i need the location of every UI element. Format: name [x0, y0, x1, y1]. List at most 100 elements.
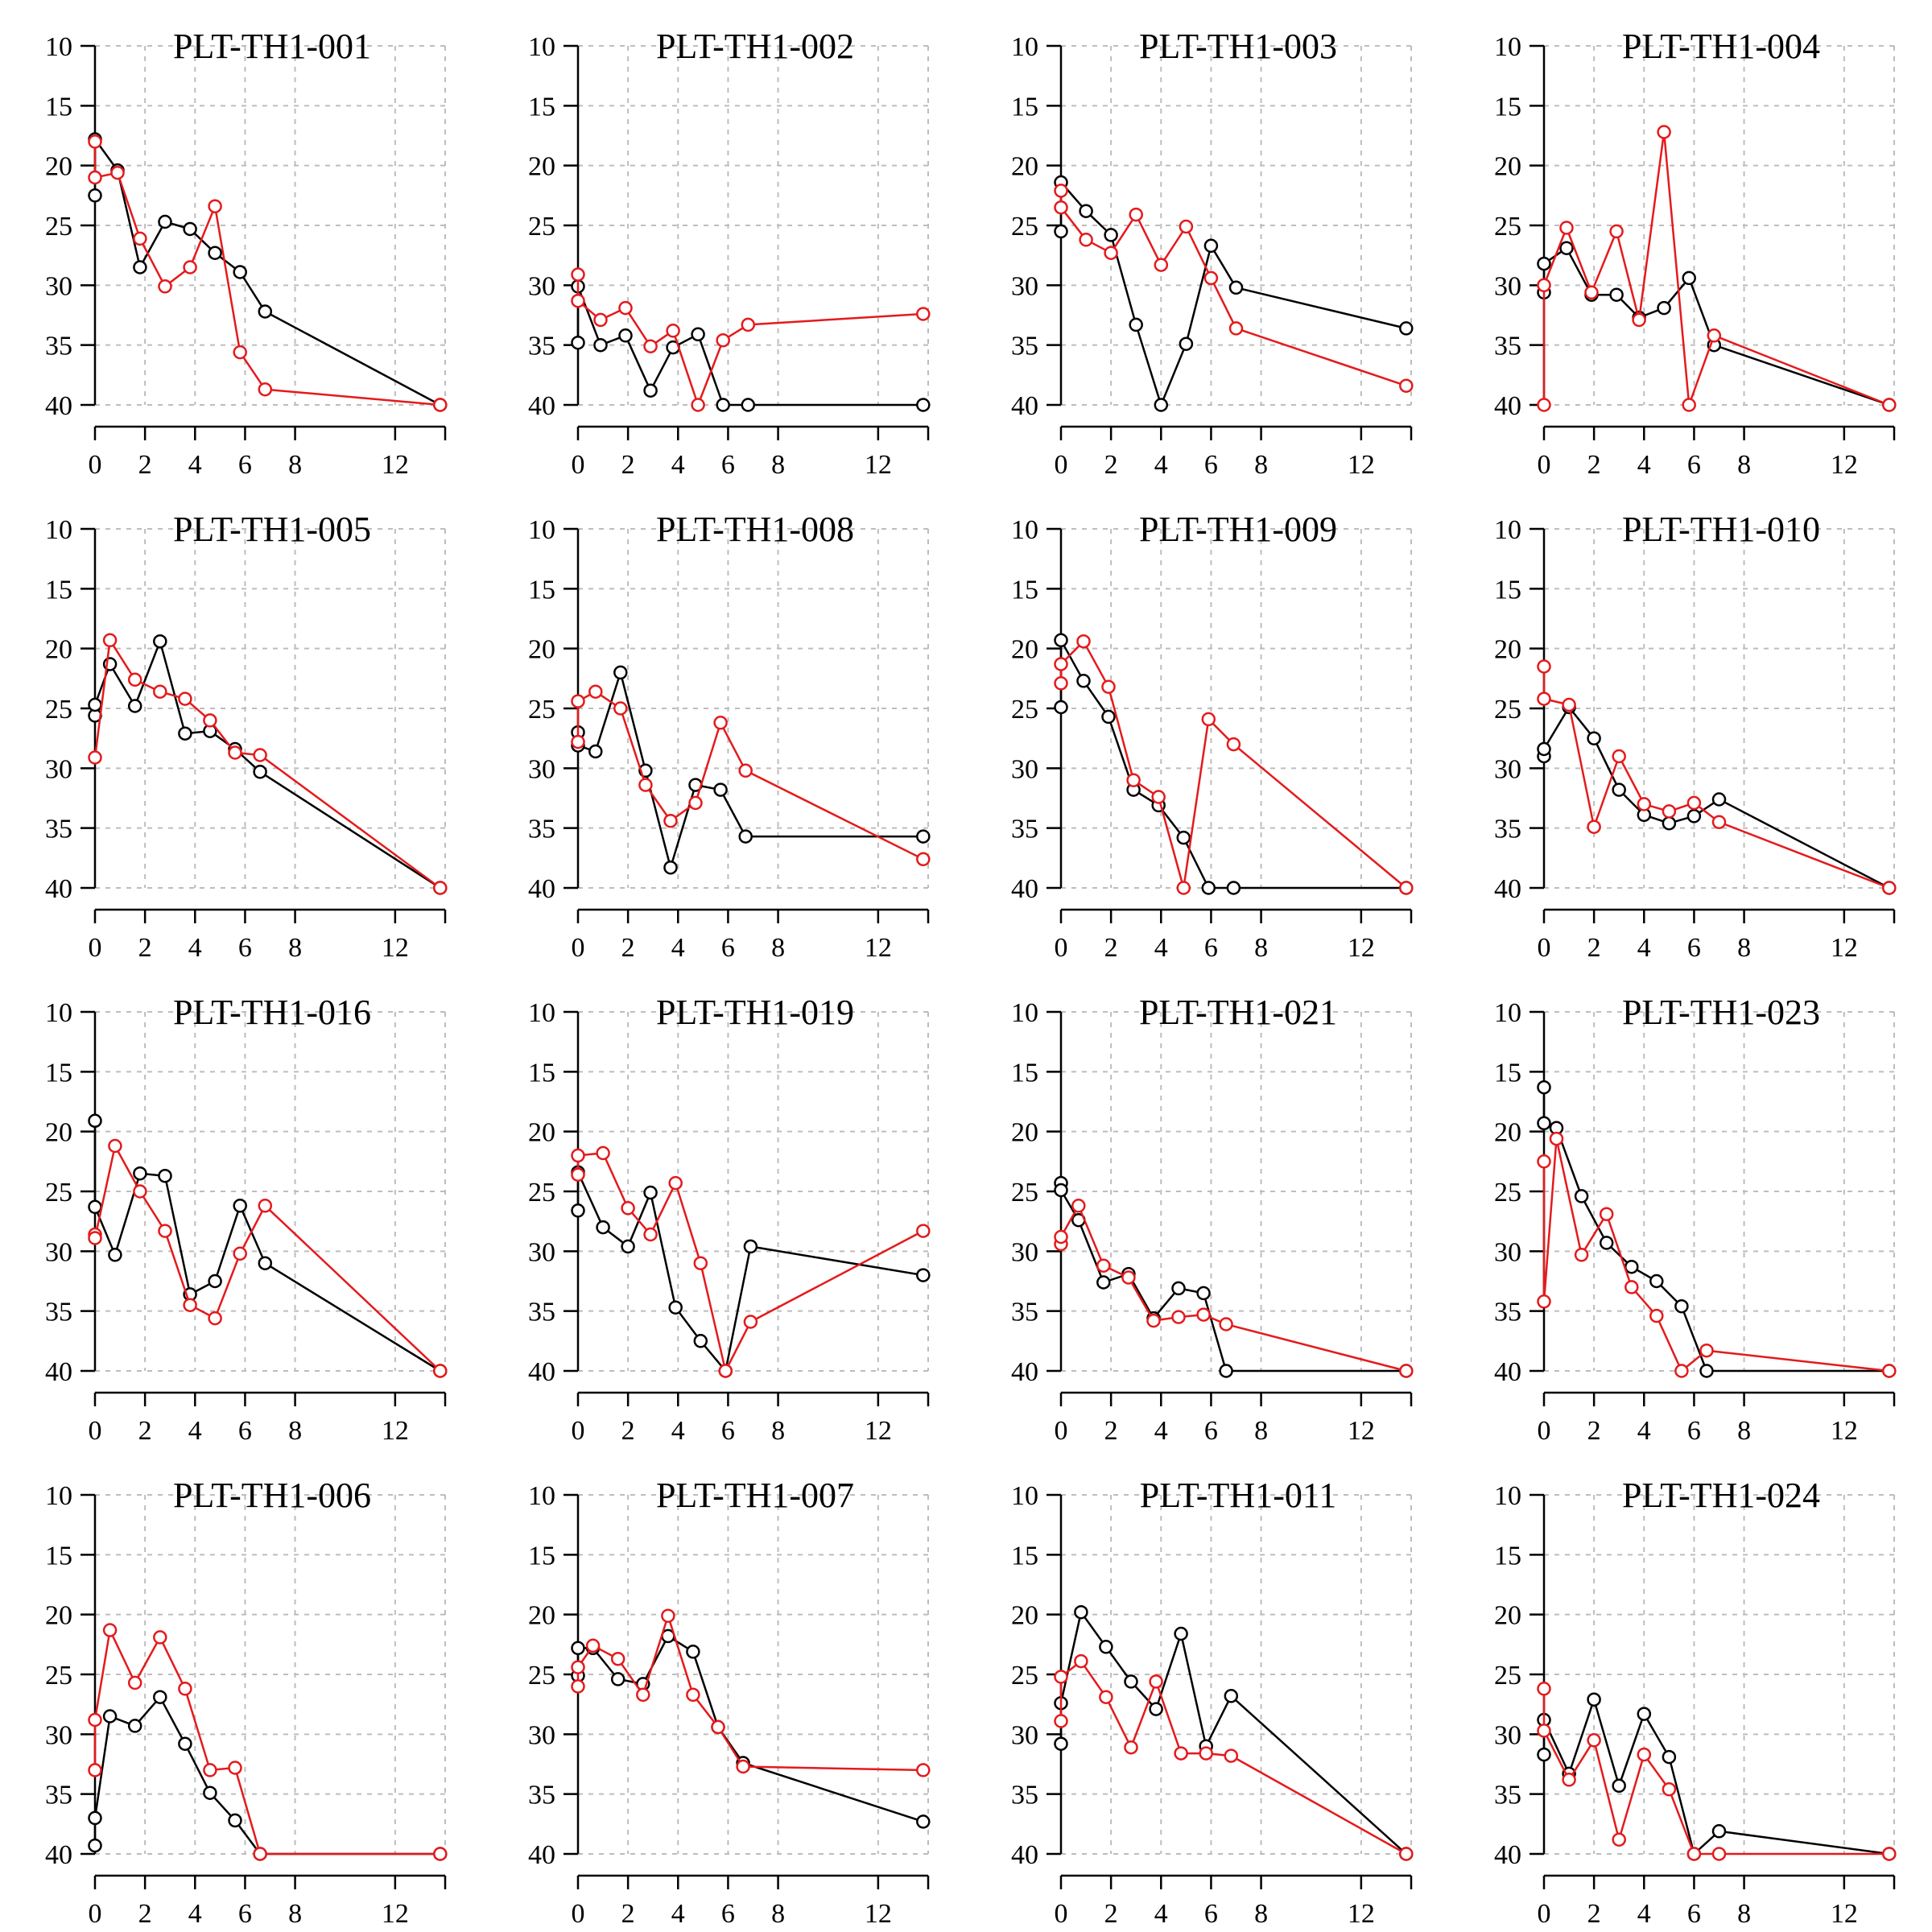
- y-tick-label: 35: [45, 1298, 72, 1327]
- red-series-point: [258, 382, 273, 397]
- y-tick-label: 40: [1494, 1840, 1521, 1870]
- red-series-point: [433, 881, 448, 895]
- red-series-point: [153, 684, 167, 699]
- black-series-point: [738, 829, 753, 844]
- red-series-point: [1399, 1364, 1414, 1378]
- y-tick-label: 25: [45, 695, 72, 724]
- y-tick-label: 40: [1494, 1357, 1521, 1387]
- y-tick-label: 30: [1011, 754, 1038, 784]
- y-tick-label: 25: [1011, 212, 1038, 242]
- red-series-point: [1707, 328, 1722, 343]
- chart-panel: 10 15 20 25 30 35 40 0 2 4 6 8 12 PLT-TH1-021: [1011, 993, 1414, 1446]
- red-series-point: [1399, 378, 1414, 393]
- red-series-point: [1537, 1724, 1551, 1738]
- x-tick-label: 12: [1831, 1899, 1858, 1929]
- y-tick-label: 10: [45, 998, 72, 1028]
- red-series-point: [588, 684, 603, 699]
- red-series-point: [1587, 819, 1601, 834]
- y-tick-label: 15: [45, 92, 72, 122]
- y-tick-label: 40: [45, 391, 72, 421]
- y-tick-label: 10: [528, 1481, 555, 1511]
- red-series-point: [1174, 1746, 1188, 1761]
- x-tick-label: 6: [1687, 933, 1701, 963]
- black-series-point: [1228, 280, 1244, 295]
- x-tick-label: 2: [621, 933, 635, 963]
- red-series-point: [1587, 1733, 1601, 1748]
- red-series-point: [1076, 634, 1091, 649]
- red-series-point: [571, 734, 585, 749]
- red-series-point: [1219, 1317, 1233, 1331]
- x-tick-label: 6: [238, 1416, 252, 1446]
- red-series-point: [1599, 1207, 1614, 1221]
- black-series-point: [1101, 709, 1116, 724]
- red-series-point: [713, 716, 728, 730]
- red-series-point: [158, 279, 172, 294]
- chart-panel: 10 15 20 25 30 35 40 0 2 4 6 8 12 PLT-TH1-023: [1494, 993, 1897, 1446]
- black-series-line: [93, 138, 441, 407]
- red-series-point: [916, 1224, 931, 1238]
- red-series-point: [88, 1763, 102, 1777]
- red-series-point: [916, 1763, 931, 1777]
- red-series-point: [208, 199, 222, 213]
- y-tick-label: 25: [528, 1178, 555, 1208]
- x-tick-label: 0: [572, 1899, 585, 1929]
- y-tick-label: 40: [45, 1357, 72, 1387]
- chart-panel: 10 15 20 25 30 35 40 0 2 4 6 8 12 PLT-TH1-002: [528, 27, 931, 480]
- y-tick-label: 30: [1494, 754, 1521, 784]
- x-tick-label: 8: [1254, 933, 1268, 963]
- x-tick-label: 0: [1538, 1899, 1551, 1929]
- black-series-point: [1686, 809, 1702, 824]
- red-series-point: [228, 1761, 242, 1775]
- red-series-point: [691, 398, 705, 412]
- y-tick-label: 35: [1494, 332, 1521, 361]
- chart-panel: 10 15 20 25 30 35 40 0 2 4 6 8 12 PLT-TH1-001: [45, 27, 448, 480]
- red-series-point: [1054, 676, 1068, 691]
- black-series-point: [713, 782, 728, 797]
- black-series-point: [1537, 256, 1551, 271]
- x-tick-label: 4: [671, 450, 685, 480]
- black-series-point: [643, 1185, 658, 1200]
- x-tick-label: 2: [1587, 933, 1601, 963]
- red-series-point: [1151, 790, 1166, 804]
- black-series-point: [571, 1641, 585, 1656]
- black-series-line: [576, 1170, 924, 1373]
- red-series-point: [1686, 795, 1702, 811]
- chart-panel: 10 15 20 25 30 35 40 0 2 4 6 8 12 PLT-TH1-007: [528, 1476, 931, 1929]
- y-tick-label: 20: [1011, 1601, 1038, 1631]
- black-series-point: [1104, 228, 1118, 242]
- x-tick-label: 8: [771, 450, 785, 480]
- panel-title: PLT-TH1-010: [1622, 510, 1820, 549]
- panel-title: PLT-TH1-016: [173, 993, 371, 1032]
- y-tick-label: 35: [45, 1781, 72, 1810]
- x-tick-label: 4: [188, 450, 202, 480]
- red-series-line: [93, 1145, 441, 1372]
- y-tick-label: 10: [528, 32, 555, 62]
- black-series-point: [88, 1199, 102, 1215]
- black-series-point: [1612, 1778, 1626, 1794]
- red-series-point: [668, 1175, 683, 1191]
- red-series-point: [1399, 1847, 1414, 1861]
- red-series-point: [736, 1759, 750, 1774]
- black-series-point: [153, 1690, 167, 1704]
- black-series-point: [1559, 241, 1574, 255]
- red-series-point: [1154, 258, 1169, 272]
- x-tick-label: 0: [89, 933, 102, 963]
- y-tick-label: 35: [528, 1298, 555, 1327]
- black-series-point: [916, 398, 931, 412]
- chart-panel: 10 15 20 25 30 35 40 0 2 4 6 8 12 PLT-TH1-004: [1494, 27, 1897, 480]
- red-series-point: [661, 1608, 675, 1623]
- red-series-point: [1612, 1832, 1626, 1847]
- black-series-point: [1219, 1364, 1233, 1378]
- black-series-point: [1054, 700, 1068, 715]
- red-series-line: [576, 1614, 923, 1772]
- red-series-point: [433, 398, 448, 412]
- black-series-point: [1537, 741, 1551, 757]
- x-tick-label: 4: [671, 1899, 685, 1929]
- red-series-point: [433, 1364, 448, 1378]
- panel-title: PLT-TH1-005: [173, 510, 371, 549]
- red-series-point: [1609, 224, 1624, 239]
- black-series-point: [916, 1268, 931, 1282]
- panel-title: PLT-TH1-019: [656, 993, 854, 1032]
- chart-panel: 10 15 20 25 30 35 40 0 2 4 6 8 12 PLT-TH1-003: [1011, 27, 1414, 480]
- y-tick-label: 30: [1494, 271, 1521, 301]
